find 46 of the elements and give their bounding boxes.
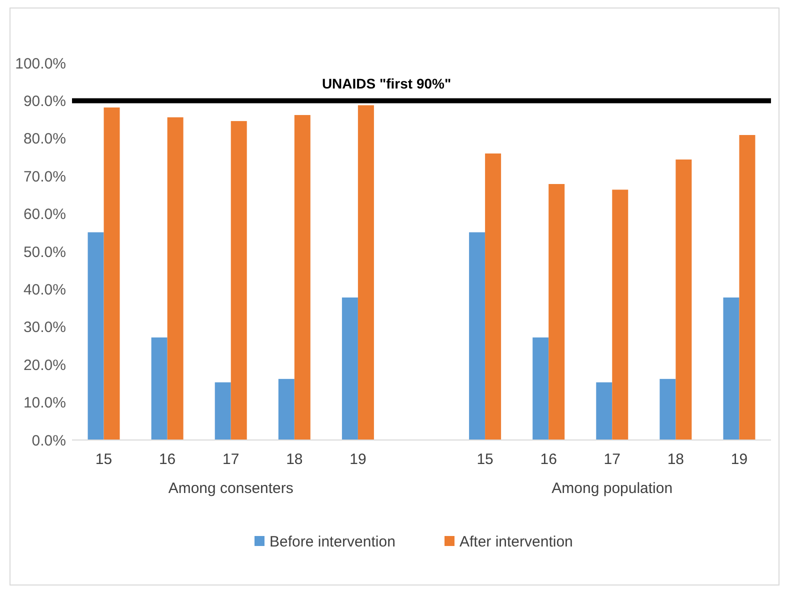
bar (167, 117, 184, 440)
y-tick-label: 20.0% (23, 356, 66, 374)
bar (485, 153, 502, 440)
bar (612, 190, 628, 440)
bar (676, 160, 692, 440)
y-tick-label: 100.0% (15, 55, 66, 72)
x-tick-label: 19 (350, 451, 366, 468)
x-tick-label: 15 (95, 451, 112, 468)
bar (532, 337, 549, 440)
y-tick-label: 60.0% (23, 206, 66, 224)
y-tick-label: 80.0% (23, 130, 66, 148)
x-tick-label: 19 (730, 451, 748, 468)
y-tick-label: 70.0% (23, 168, 66, 186)
y-tick-label: 30.0% (23, 319, 66, 336)
y-tick-label: 50.0% (23, 244, 66, 261)
bar (104, 107, 120, 440)
x-tick-label: 15 (476, 451, 494, 468)
bar (342, 297, 358, 440)
x-tick-label: 16 (540, 451, 557, 468)
y-tick-label: 10.0% (23, 394, 66, 412)
x-tick-label: 16 (158, 451, 176, 468)
y-tick-label: 0.0% (32, 432, 66, 450)
bar (214, 382, 231, 440)
bar (548, 184, 565, 440)
bar (596, 382, 612, 440)
y-tick-label: 40.0% (23, 281, 66, 298)
x-tick-label: 17 (222, 451, 240, 468)
ref-line-label: UNAIDS "first 90%" (322, 76, 452, 92)
text: Among consenters (168, 480, 294, 497)
bar (469, 232, 486, 440)
bar (88, 232, 104, 440)
bar (723, 297, 740, 440)
bar (230, 121, 247, 440)
legend-label: After intervention (460, 533, 573, 550)
bar (739, 135, 756, 440)
legend-label: Before intervention (270, 533, 396, 550)
bar (278, 378, 294, 440)
x-tick-label: 17 (604, 451, 620, 468)
text: Among population (552, 480, 673, 497)
y-tick-label: 90.0% (23, 92, 66, 110)
x-tick-label: 18 (286, 451, 303, 468)
bar (151, 337, 168, 440)
x-tick-label: 18 (667, 451, 684, 468)
bar (660, 378, 676, 440)
bar (358, 105, 374, 440)
bar (294, 115, 310, 440)
